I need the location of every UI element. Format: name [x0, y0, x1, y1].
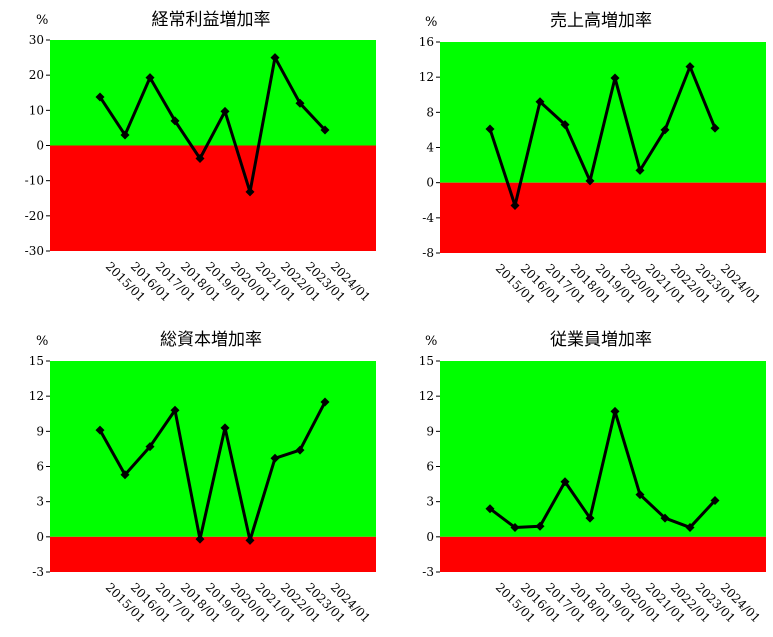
data-point — [95, 92, 105, 102]
data-point — [95, 425, 105, 435]
data-point — [535, 97, 545, 107]
unit-label: % — [425, 334, 437, 349]
y-tick-label: 16 — [419, 35, 434, 49]
data-point — [560, 477, 570, 487]
data-point — [195, 154, 205, 164]
data-point — [170, 116, 180, 126]
data-point — [485, 504, 495, 514]
y-tick-label: 3 — [36, 495, 44, 509]
data-point — [610, 73, 620, 83]
y-tick-label: -30 — [25, 244, 44, 258]
y-tick-label: 0 — [426, 176, 434, 190]
y-tick-label: 6 — [36, 460, 44, 474]
series-line — [98, 401, 327, 542]
chart-title: 売上高増加率 — [550, 11, 652, 31]
chart-title: 経常利益増加率 — [152, 10, 271, 30]
data-point — [660, 513, 670, 523]
negative-zone — [440, 182, 766, 253]
chart-2: 売上高増加率%-8-404812162015/012016/012017/012… — [419, 11, 766, 306]
y-tick-label: 6 — [426, 460, 434, 474]
data-point — [145, 442, 155, 452]
data-point — [220, 106, 230, 116]
positive-zone — [440, 42, 766, 183]
data-point — [560, 120, 570, 130]
y-tick-label: -8 — [422, 246, 434, 260]
y-tick-label: 30 — [29, 33, 44, 47]
data-point — [635, 165, 645, 175]
positive-zone — [440, 361, 766, 537]
y-tick-label: 15 — [419, 354, 434, 368]
chart-title: 従業員増加率 — [550, 330, 652, 350]
y-tick-label: 12 — [419, 70, 434, 84]
chart-3: 総資本増加率%-3036912152015/012016/012017/0120… — [29, 330, 376, 625]
y-tick-label: 12 — [419, 389, 434, 403]
y-tick-label: 20 — [29, 68, 44, 82]
data-point — [245, 535, 255, 545]
y-tick-label: -4 — [422, 211, 434, 225]
y-tick-label: 15 — [29, 354, 44, 368]
data-point — [585, 176, 595, 186]
y-tick-label: 9 — [426, 424, 434, 438]
data-point — [120, 470, 130, 480]
chart-4: 従業員増加率%-3036912152015/012016/012017/0120… — [419, 330, 766, 625]
series-line — [489, 409, 717, 529]
y-tick-label: -3 — [422, 565, 434, 579]
unit-label: % — [36, 334, 48, 349]
data-point — [295, 445, 305, 455]
data-point — [610, 406, 620, 416]
data-point — [710, 495, 720, 505]
data-point — [220, 423, 230, 433]
y-tick-label: 0 — [426, 530, 434, 544]
data-point — [510, 201, 520, 211]
negative-zone — [50, 536, 376, 572]
negative-zone — [440, 536, 766, 572]
chart-1: 経常利益増加率%-30-20-1001020302015/012016/0120… — [25, 10, 376, 304]
data-point — [685, 522, 695, 532]
data-point — [270, 53, 280, 63]
data-point — [120, 130, 130, 140]
y-tick-label: 12 — [29, 389, 44, 403]
data-point — [320, 125, 330, 135]
chart-title: 総資本増加率 — [160, 330, 262, 350]
series-line — [488, 65, 717, 208]
y-tick-label: 10 — [29, 103, 44, 117]
data-point — [270, 453, 280, 463]
series-line — [98, 56, 327, 194]
data-point — [710, 123, 720, 133]
data-point — [295, 98, 305, 108]
y-tick-label: -20 — [25, 209, 44, 223]
data-point — [685, 62, 695, 72]
y-tick-label: 9 — [36, 424, 44, 438]
negative-zone — [50, 145, 376, 251]
y-tick-label: -10 — [25, 174, 44, 188]
data-point — [660, 125, 670, 135]
positive-zone — [50, 361, 376, 537]
data-point — [635, 490, 645, 500]
data-point — [245, 187, 255, 197]
y-tick-label: 8 — [426, 105, 434, 119]
unit-label: % — [36, 13, 48, 28]
data-point — [320, 397, 330, 407]
data-point — [485, 124, 495, 134]
data-point — [510, 522, 520, 532]
data-point — [535, 521, 545, 531]
y-tick-label: -3 — [32, 565, 44, 579]
y-tick-label: 4 — [426, 141, 434, 155]
data-point — [170, 405, 180, 415]
data-point — [195, 534, 205, 544]
data-point — [585, 513, 595, 523]
y-tick-label: 3 — [426, 495, 434, 509]
unit-label: % — [425, 15, 437, 30]
y-tick-label: 0 — [36, 139, 44, 153]
y-tick-label: 0 — [36, 530, 44, 544]
data-point — [145, 73, 155, 83]
